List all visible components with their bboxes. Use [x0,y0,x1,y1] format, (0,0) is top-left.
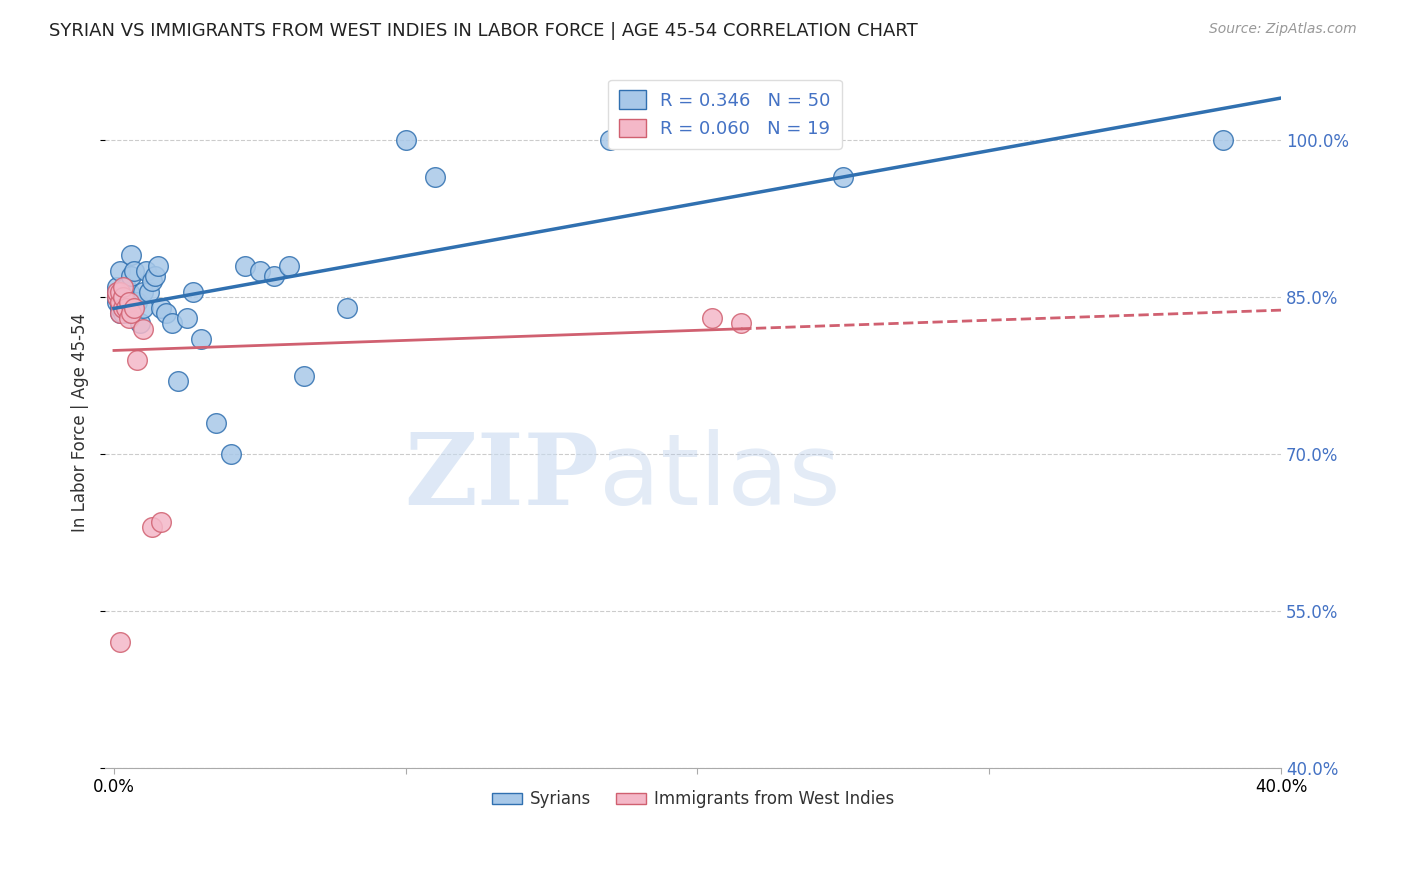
Point [127,295,149,310]
Point [249,264,271,278]
Point [124,264,146,278]
Point [127,352,149,367]
Point [149,515,172,529]
Point [105,290,128,304]
Point [117,311,139,326]
Point [263,269,285,284]
Point [395,133,418,147]
Point [105,285,128,299]
Point [132,321,155,335]
Point [121,269,143,284]
Point [114,301,136,315]
Point [138,285,160,299]
Point [219,447,242,461]
Point [176,311,198,326]
Point [108,301,131,315]
Text: Source: ZipAtlas.com: Source: ZipAtlas.com [1209,22,1357,37]
Point [117,306,139,320]
Point [190,332,212,346]
Point [124,301,146,315]
Point [108,285,131,299]
Point [1212,133,1234,147]
Point [155,306,177,320]
Point [121,248,143,262]
Point [105,290,128,304]
Point [143,269,166,284]
Point [111,301,134,315]
Point [336,301,359,315]
Point [114,301,136,315]
Point [146,259,169,273]
Point [141,275,163,289]
Point [599,133,621,147]
Point [108,295,131,310]
Point [108,635,131,649]
Point [105,285,128,299]
Point [105,279,128,293]
Point [149,301,172,315]
Y-axis label: In Labor Force | Age 45-54: In Labor Force | Age 45-54 [72,313,89,533]
Point [111,279,134,293]
Point [121,306,143,320]
Point [167,374,190,388]
Point [135,264,157,278]
Point [730,316,752,330]
Point [162,316,184,330]
Point [108,306,131,320]
Point [108,306,131,320]
Point [233,259,256,273]
Point [292,368,315,383]
Point [278,259,301,273]
Point [111,295,134,310]
Point [117,295,139,310]
Text: ZIP: ZIP [404,429,599,526]
Point [108,295,131,310]
Point [832,169,855,184]
Point [111,301,134,315]
Point [108,290,131,304]
Point [132,285,155,299]
Point [111,306,134,320]
Legend: Syrians, Immigrants from West Indies: Syrians, Immigrants from West Indies [485,783,901,815]
Point [700,311,723,326]
Point [423,169,446,184]
Text: SYRIAN VS IMMIGRANTS FROM WEST INDIES IN LABOR FORCE | AGE 45-54 CORRELATION CHA: SYRIAN VS IMMIGRANTS FROM WEST INDIES IN… [49,22,918,40]
Point [111,290,134,304]
Point [114,279,136,293]
Point [114,295,136,310]
Point [181,285,204,299]
Point [129,316,152,330]
Point [141,520,163,534]
Point [117,285,139,299]
Point [132,301,155,315]
Point [108,264,131,278]
Text: atlas: atlas [599,429,841,526]
Point [205,416,228,430]
Point [111,290,134,304]
Point [105,295,128,310]
